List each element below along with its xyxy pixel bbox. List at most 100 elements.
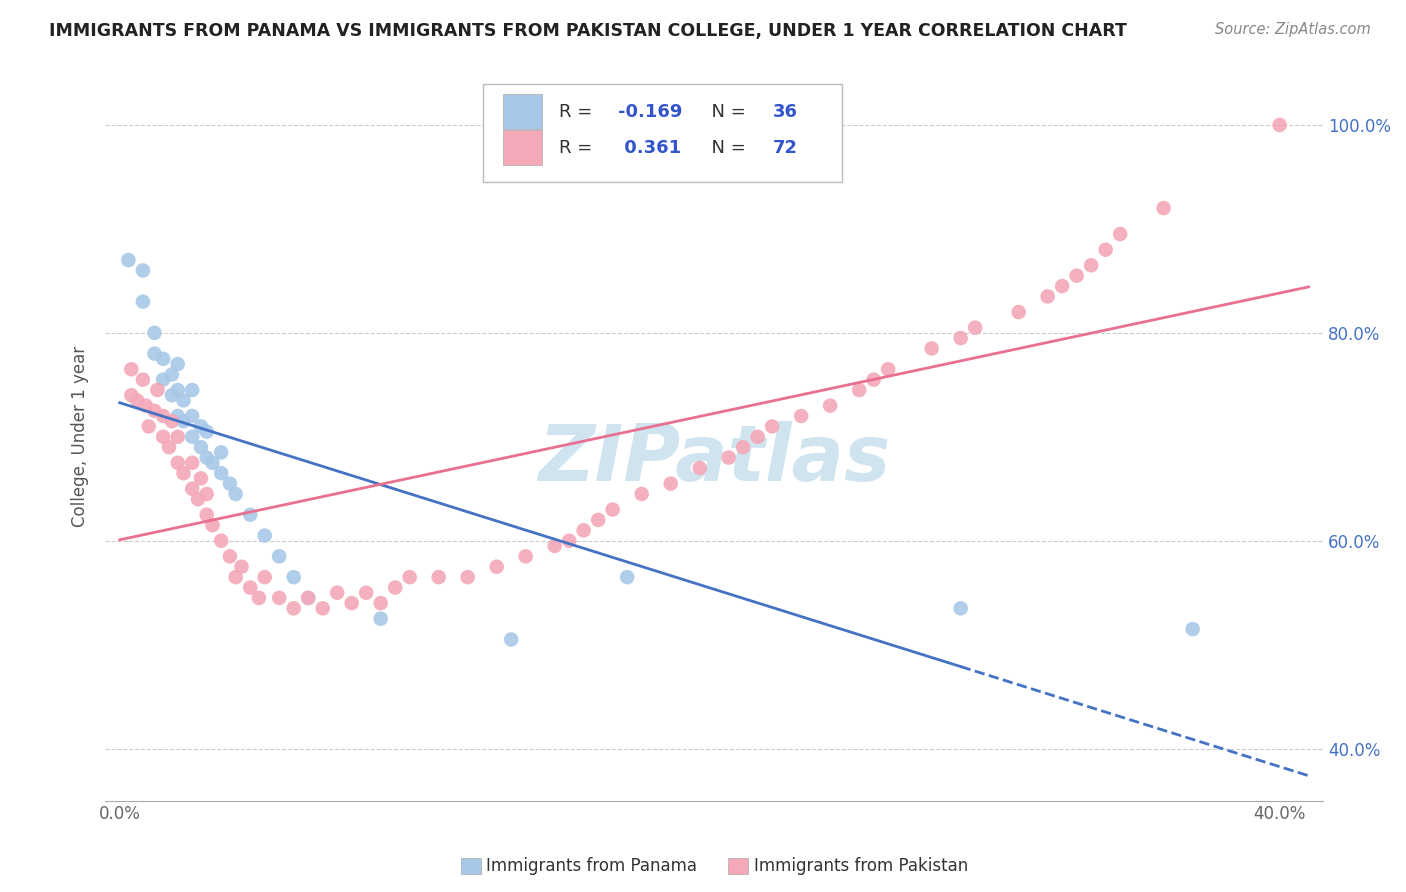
Point (1181, 622, 1204, 636)
Point (269, 549, 291, 564)
Point (457, 570, 479, 584)
Point (181, 409, 204, 423)
Point (152, 409, 174, 423)
Point (138, 419, 160, 434)
Point (616, 570, 638, 584)
Point (965, 320, 987, 334)
Point (253, 570, 276, 584)
Point (485, 559, 508, 574)
Text: 0.361: 0.361 (619, 139, 681, 157)
Point (181, 430, 204, 444)
Text: 72: 72 (773, 139, 797, 157)
Point (1036, 289, 1059, 303)
Point (209, 533, 232, 548)
Point (1153, 201, 1175, 215)
Point (297, 591, 319, 605)
Point (572, 524, 595, 538)
Point (790, 409, 813, 423)
Point (152, 373, 174, 387)
Point (733, 440, 755, 454)
Point (160, 414, 183, 428)
Point (173, 414, 195, 428)
Point (384, 581, 406, 595)
Point (877, 362, 900, 376)
Point (398, 570, 420, 584)
Point (195, 487, 218, 501)
Point (225, 487, 247, 501)
Point (717, 450, 740, 465)
Point (848, 383, 870, 397)
Point (1008, 305, 1031, 319)
Point (120, 388, 142, 402)
Point (127, 393, 149, 408)
Text: R =: R = (560, 103, 599, 120)
Text: Source: ZipAtlas.com: Source: ZipAtlas.com (1215, 22, 1371, 37)
Point (1109, 227, 1132, 241)
Point (515, 549, 537, 564)
Point (1080, 258, 1102, 272)
Point (247, 591, 270, 605)
Point (283, 570, 305, 584)
Point (761, 419, 783, 434)
Point (166, 409, 188, 423)
Point (219, 549, 242, 564)
Point (195, 425, 218, 439)
Text: N =: N = (700, 103, 751, 120)
Point (190, 440, 212, 454)
Point (209, 466, 232, 480)
Point (312, 601, 335, 615)
Point (181, 482, 204, 496)
Point (201, 518, 224, 533)
Point (544, 539, 567, 553)
Point (166, 430, 188, 444)
Text: ZIPatlas: ZIPatlas (538, 421, 890, 497)
Point (132, 373, 155, 387)
Point (1094, 243, 1116, 257)
Point (195, 508, 218, 522)
Point (166, 383, 188, 397)
Point (160, 368, 183, 382)
Point (120, 362, 142, 376)
Point (427, 570, 450, 584)
Point (152, 351, 174, 366)
Point (501, 632, 523, 647)
Point (1066, 268, 1088, 283)
Point (190, 471, 212, 485)
Point (166, 456, 188, 470)
Point (921, 342, 943, 356)
Point (239, 581, 262, 595)
Y-axis label: College, Under 1 year: College, Under 1 year (72, 346, 89, 527)
Point (143, 404, 166, 418)
Point (269, 591, 291, 605)
Text: Immigrants from Pakistan: Immigrants from Pakistan (754, 857, 967, 875)
Point (225, 570, 247, 584)
Point (630, 487, 652, 501)
Point (340, 596, 363, 610)
Text: -0.169: -0.169 (619, 103, 682, 120)
Point (173, 393, 195, 408)
Point (181, 456, 204, 470)
Point (187, 492, 209, 507)
Point (297, 591, 319, 605)
Point (602, 502, 624, 516)
Text: Immigrants from Panama: Immigrants from Panama (486, 857, 697, 875)
Point (143, 346, 166, 360)
Point (209, 445, 232, 459)
Point (117, 253, 139, 268)
FancyBboxPatch shape (482, 84, 842, 182)
Text: 36: 36 (773, 103, 797, 120)
FancyBboxPatch shape (503, 94, 543, 129)
Point (354, 585, 377, 599)
Point (160, 388, 183, 402)
Point (190, 419, 212, 434)
Text: IMMIGRANTS FROM PANAMA VS IMMIGRANTS FROM PAKISTAN COLLEGE, UNDER 1 YEAR CORRELA: IMMIGRANTS FROM PANAMA VS IMMIGRANTS FRO… (49, 22, 1128, 40)
Point (747, 430, 769, 444)
Point (689, 461, 711, 475)
Point (219, 476, 242, 491)
Point (1050, 279, 1073, 293)
Point (1268, 118, 1291, 132)
Point (949, 331, 972, 345)
FancyBboxPatch shape (503, 130, 543, 165)
Point (231, 559, 253, 574)
Point (253, 528, 276, 542)
